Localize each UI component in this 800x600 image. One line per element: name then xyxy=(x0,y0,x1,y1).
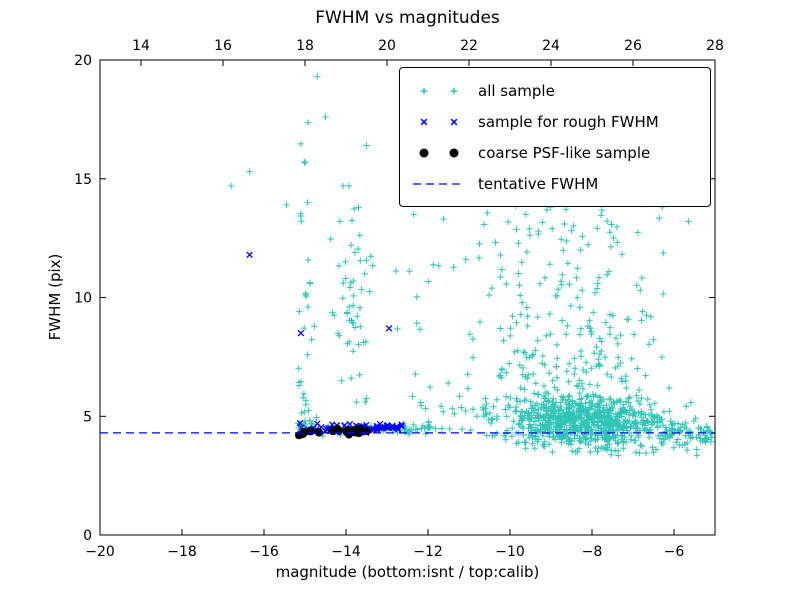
x-tick-label: −16 xyxy=(249,544,279,560)
legend-item: tentative FWHM xyxy=(410,168,700,199)
top-tick-label: 26 xyxy=(624,38,642,54)
top-tick-label: 16 xyxy=(214,38,232,54)
top-tick-label: 24 xyxy=(542,38,560,54)
x-marker-icon xyxy=(420,118,458,125)
top-tick-label: 28 xyxy=(706,38,724,54)
dashed-line-icon xyxy=(413,182,465,185)
y-tick-label: 0 xyxy=(83,528,92,544)
top-tick-label: 22 xyxy=(460,38,478,54)
legend-item: sample for rough FWHM xyxy=(410,106,700,137)
y-tick-label: 5 xyxy=(83,409,92,425)
axes-frame xyxy=(99,59,716,536)
plus-marker-icon xyxy=(420,87,458,94)
legend-label: all sample xyxy=(478,81,555,100)
x-tick-label: −18 xyxy=(167,544,197,560)
y-tick-label: 10 xyxy=(74,291,92,307)
x-tick-label: −10 xyxy=(495,544,525,560)
series-x xyxy=(246,251,406,436)
x-tick-label: −14 xyxy=(331,544,361,560)
legend-label: tentative FWHM xyxy=(478,174,599,193)
legend-label: sample for rough FWHM xyxy=(478,112,659,131)
x-tick-label: −12 xyxy=(413,544,443,560)
top-tick-label: 18 xyxy=(296,38,314,54)
top-tick-label: 20 xyxy=(378,38,396,54)
x-axis-ticks: −20 −18 −16 −14 −12 −10 −8 −6 xyxy=(85,529,685,560)
x-tick-label: −20 xyxy=(85,544,115,560)
x-axis-label: magnitude (bottom:isnt / top:calib) xyxy=(275,563,540,581)
chart-title: FWHM vs magnitudes xyxy=(315,8,500,28)
y-tick-label: 15 xyxy=(74,172,92,188)
y-tick-label: 20 xyxy=(74,53,92,69)
series-plus xyxy=(228,73,716,459)
x-tick-label: −8 xyxy=(582,544,603,560)
legend-label: coarse PSF-like sample xyxy=(478,143,651,162)
y-axis-ticks: 0 5 10 15 20 xyxy=(74,53,715,544)
dot-marker-icon xyxy=(419,148,459,157)
legend-item: all sample xyxy=(410,75,700,106)
legend: all sample sample for rough FWHM coarse PS… xyxy=(399,67,711,207)
top-axis-ticks: 14 16 18 20 22 24 26 28 xyxy=(132,38,724,66)
x-tick-label: −6 xyxy=(664,544,685,560)
top-tick-label: 14 xyxy=(132,38,150,54)
legend-item: coarse PSF-like sample xyxy=(410,137,700,168)
